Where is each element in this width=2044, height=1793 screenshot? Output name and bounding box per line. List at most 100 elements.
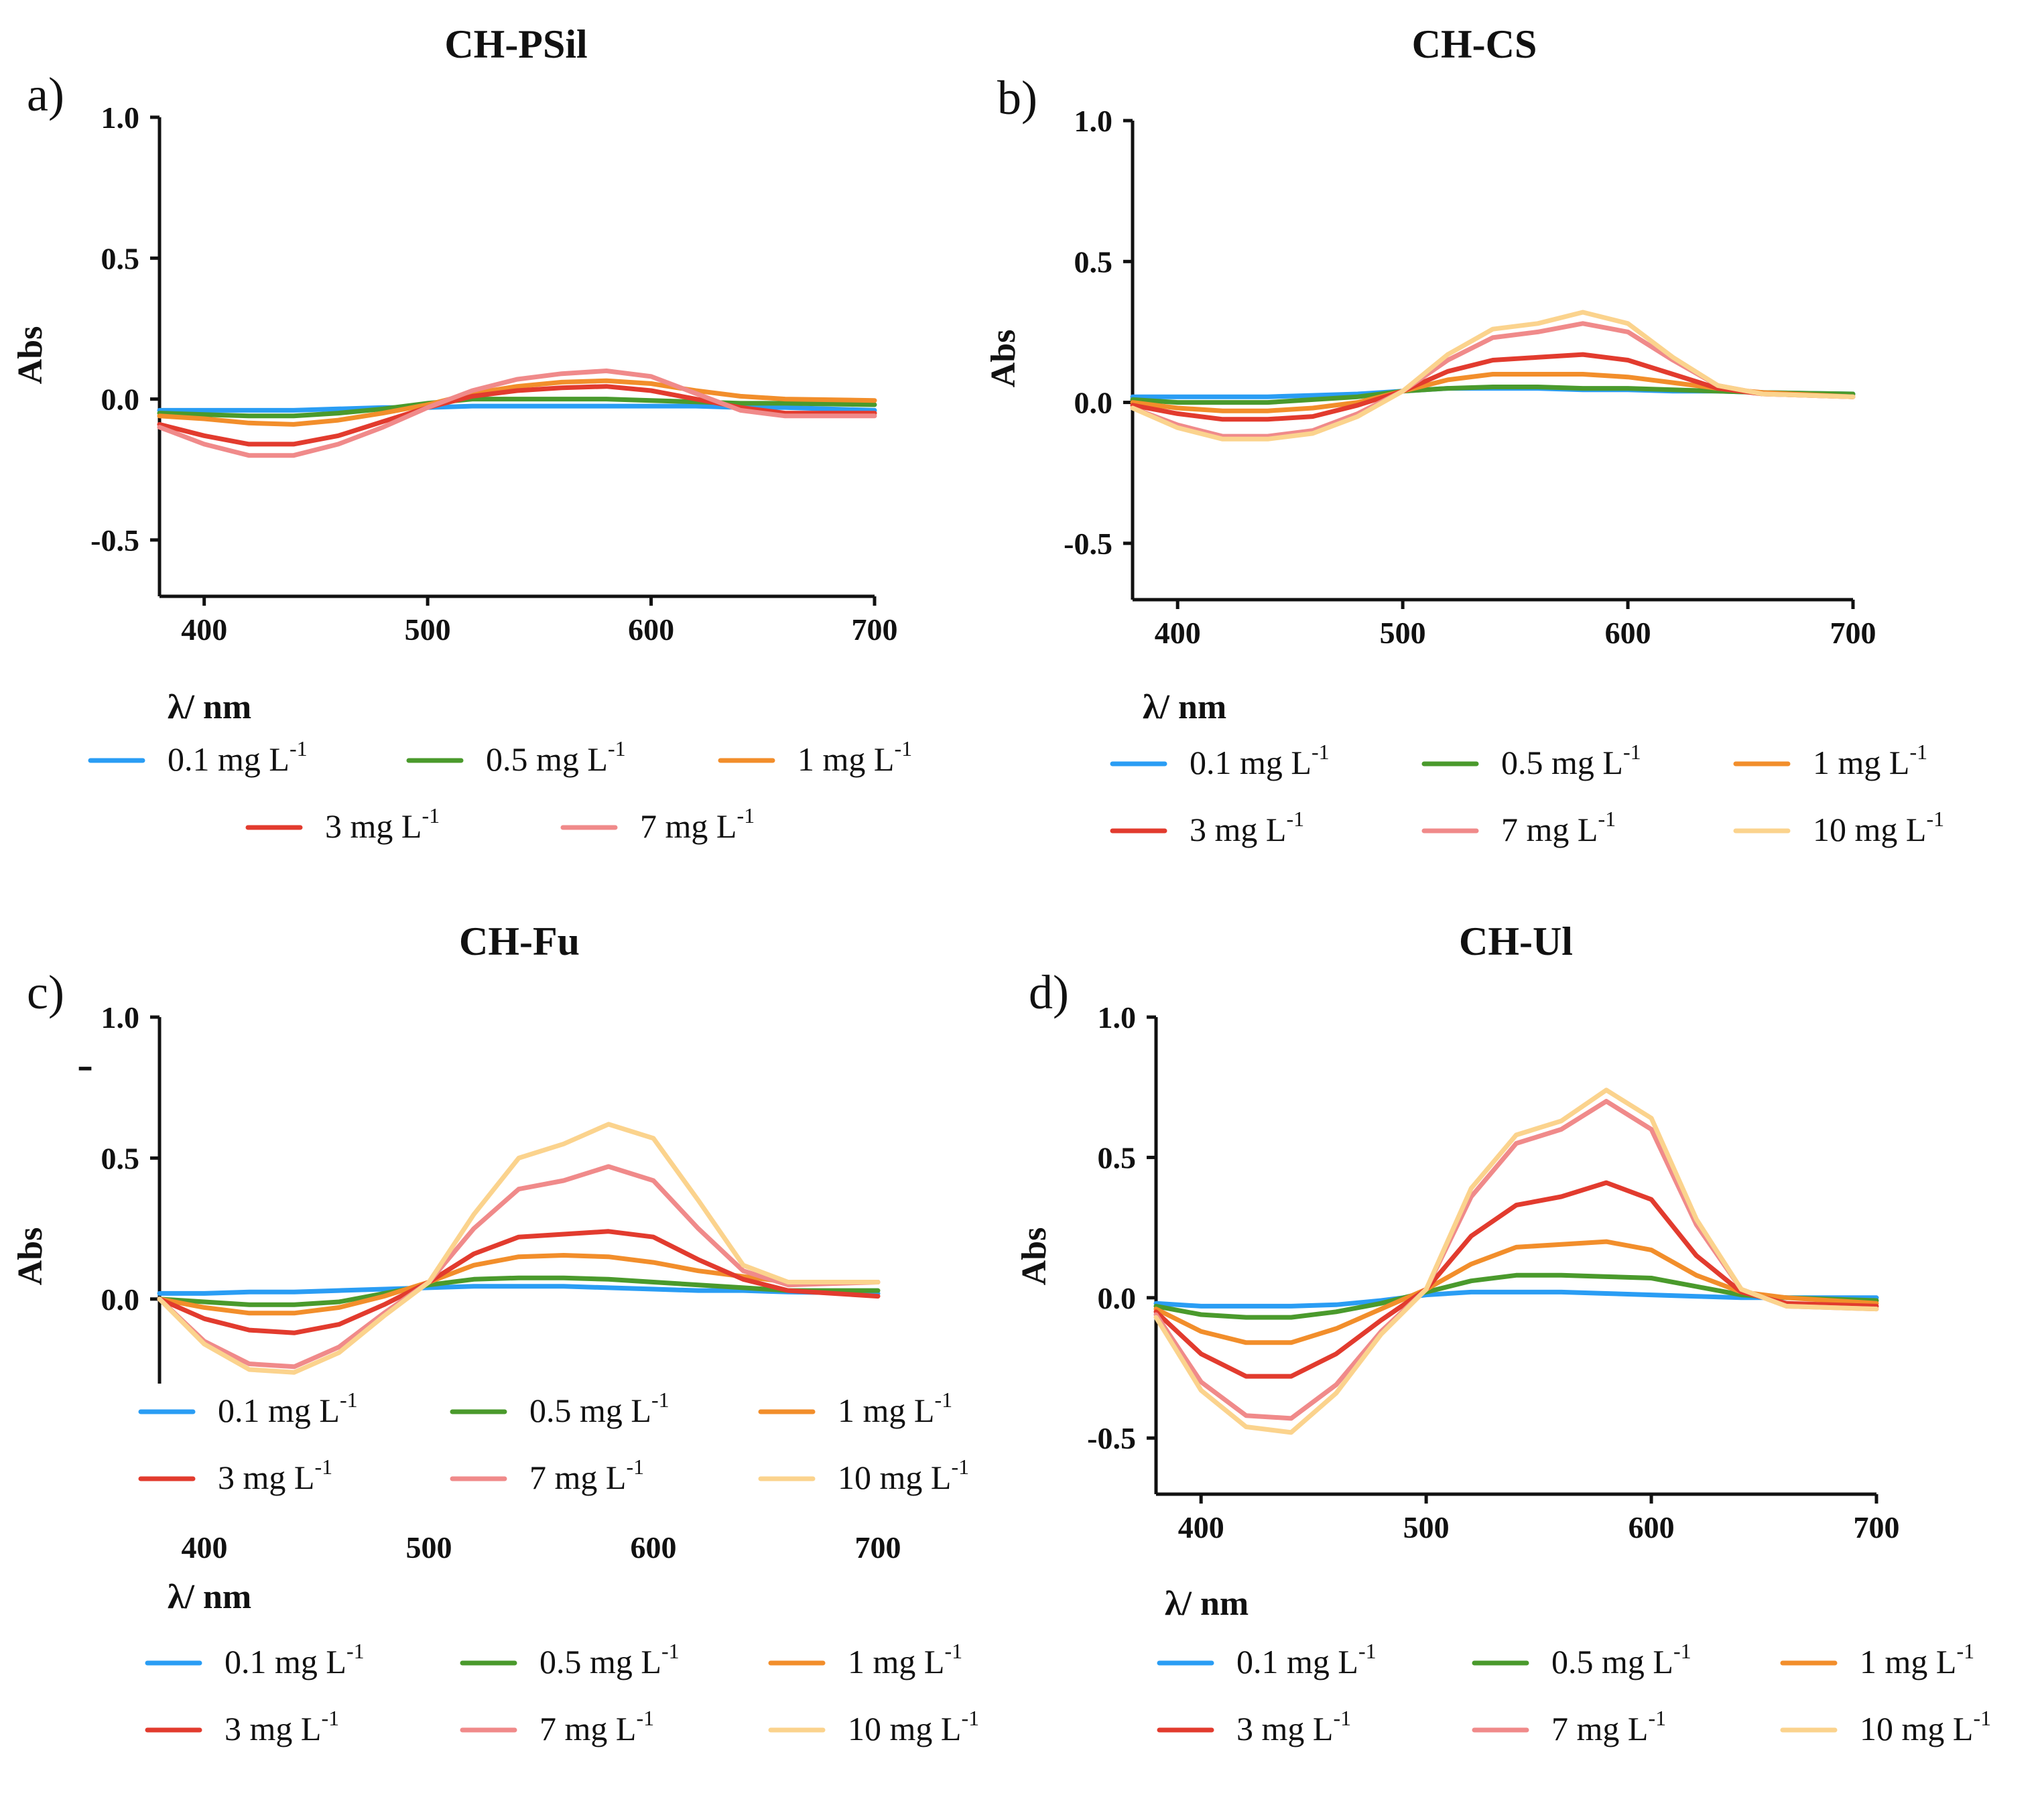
legend-item: 7 mg L-1 xyxy=(460,1706,654,1747)
legend-label-text: 0.1 mg L xyxy=(1190,744,1312,781)
y-tick-label: 0.0 xyxy=(1074,386,1113,420)
legend-label-text: 1 mg L xyxy=(797,740,894,778)
series-line-10-mg-l-1 xyxy=(1153,1087,1879,1435)
legend-label: 0.1 mg L-1 xyxy=(218,1388,358,1429)
legend-label-superscript: -1 xyxy=(314,1455,332,1479)
legend-label: 10 mg L-1 xyxy=(1813,807,1944,848)
legend-item: 1 mg L-1 xyxy=(1733,740,1927,781)
legend-label-superscript: -1 xyxy=(1926,807,1944,831)
series-line-10-mg-l-1 xyxy=(157,1122,881,1375)
legend-label-superscript: -1 xyxy=(894,736,912,760)
legend-label: 10 mg L-1 xyxy=(848,1706,979,1747)
y-tick-label: -0.5 xyxy=(90,523,139,557)
legend-item: 10 mg L-1 xyxy=(768,1706,979,1747)
legend-item: 0.5 mg L-1 xyxy=(450,1388,669,1429)
legend-label-superscript: -1 xyxy=(1333,1706,1351,1730)
legend-item: 0.1 mg L-1 xyxy=(88,736,308,778)
legend-label: 0.1 mg L-1 xyxy=(225,1639,365,1680)
legend-label-superscript: -1 xyxy=(626,1455,644,1479)
y-tick-label: 0.5 xyxy=(1074,245,1113,279)
legend-label-text: 7 mg L xyxy=(1551,1710,1648,1747)
legend-item: 0.1 mg L-1 xyxy=(1110,740,1330,781)
y-tick-label: 0.0 xyxy=(101,1282,140,1317)
series-line-1-mg-l-1 xyxy=(1153,1239,1879,1345)
series-line-0.1-mg-l-1 xyxy=(1153,1289,1879,1309)
series-line-10-mg-l-1 xyxy=(1130,310,1856,442)
y-tick-label: -0.5 xyxy=(1064,527,1112,561)
legend-label: 0.5 mg L-1 xyxy=(1501,740,1641,781)
x-axis-label: λ/ nm xyxy=(1143,688,1226,726)
legend-label: 1 mg L-1 xyxy=(797,736,912,778)
legend-label: 7 mg L-1 xyxy=(1551,1706,1666,1747)
y-axis-label: Abs xyxy=(11,1227,50,1286)
x-tick-label: 400 xyxy=(1155,616,1201,650)
legend-label: 3 mg L-1 xyxy=(225,1706,339,1747)
legend-label-text: 0.5 mg L xyxy=(1501,744,1623,781)
y-tick-label: 1.0 xyxy=(101,1000,140,1035)
x-tick-label: 700 xyxy=(1830,616,1876,650)
legend-item: 3 mg L-1 xyxy=(245,803,440,845)
y-tick-label: -0.5 xyxy=(1087,1421,1136,1455)
y-tick-label: 1.0 xyxy=(101,101,140,135)
legend-label-text: 10 mg L xyxy=(1860,1710,1973,1747)
x-tick-label: 400 xyxy=(1178,1510,1224,1544)
legend-item: 10 mg L-1 xyxy=(1733,807,1944,848)
legend-label: 0.1 mg L-1 xyxy=(1190,740,1330,781)
legend-item: 3 mg L-1 xyxy=(138,1455,332,1496)
series-line-7-mg-l-1 xyxy=(157,1164,881,1370)
x-axis-label: λ/ nm xyxy=(1165,1585,1249,1623)
legend-label-text: 7 mg L xyxy=(1501,811,1598,848)
legend-item: 0.5 mg L-1 xyxy=(1472,1639,1691,1680)
series-line-0.1-mg-l-1 xyxy=(157,403,877,413)
y-axis-label: Abs xyxy=(11,326,50,385)
stray-dash: - xyxy=(77,1037,93,1091)
legend-label-superscript: -1 xyxy=(934,1388,952,1412)
y-tick-label: 1.0 xyxy=(1098,1000,1137,1035)
series-line-1-mg-l-1 xyxy=(157,378,877,427)
legend-item: 10 mg L-1 xyxy=(1780,1706,1991,1747)
legend-label-text: 1 mg L xyxy=(1813,744,1909,781)
legend-label-superscript: -1 xyxy=(636,1706,654,1730)
legend-label-text: 7 mg L xyxy=(529,1459,626,1496)
chart-title: CH-Fu xyxy=(459,919,580,964)
legend-label: 7 mg L-1 xyxy=(529,1455,644,1496)
legend-label-superscript: -1 xyxy=(1358,1639,1377,1663)
legend-label-superscript: -1 xyxy=(961,1706,979,1730)
legend-label-superscript: -1 xyxy=(1909,740,1927,764)
series-line-3-mg-l-1 xyxy=(1130,352,1856,422)
legend-label-text: 7 mg L xyxy=(640,807,737,845)
legend-label: 0.5 mg L-1 xyxy=(529,1388,669,1429)
x-tick-label: 700 xyxy=(852,612,898,647)
legend-label-superscript: -1 xyxy=(951,1455,969,1479)
legend-label: 10 mg L-1 xyxy=(838,1455,969,1496)
legend-label-text: 0.5 mg L xyxy=(1551,1643,1673,1680)
legend-label: 1 mg L-1 xyxy=(1813,740,1927,781)
y-axis-label: Abs xyxy=(984,330,1023,388)
series-line-1-mg-l-1 xyxy=(157,1253,881,1316)
legend-item: 7 mg L-1 xyxy=(1472,1706,1666,1747)
legend-label-superscript: -1 xyxy=(290,736,308,760)
legend-label-superscript: -1 xyxy=(1956,1639,1974,1663)
series-line-3-mg-l-1 xyxy=(1153,1180,1879,1379)
series-line-0.5-mg-l-1 xyxy=(157,1275,881,1307)
y-tick-label: 0.0 xyxy=(101,383,140,417)
panel-label: d) xyxy=(1029,966,1069,1019)
legend-label-text: 3 mg L xyxy=(225,1710,321,1747)
legend-item: 10 mg L-1 xyxy=(758,1455,969,1496)
legend-label-text: 0.1 mg L xyxy=(1236,1643,1358,1680)
chart-panel-a: CH-PSil a) Abs λ/ nm 1.0 0.5 0.0 -0.5 400 500 600 7… xyxy=(11,22,912,845)
legend-label: 0.5 mg L-1 xyxy=(539,1639,680,1680)
chart-panel-c: CH-Fu c) Abs λ/ nm 1.0 0.5 0.0 400 500 600 700 0.1 … xyxy=(11,919,979,1747)
panel-label: c) xyxy=(27,966,64,1019)
legend-label: 3 mg L-1 xyxy=(1190,807,1304,848)
legend-label-superscript: -1 xyxy=(651,1388,669,1412)
chart-title: CH-Ul xyxy=(1459,919,1573,964)
series-line-0.1-mg-l-1 xyxy=(157,1284,881,1296)
x-tick-label: 500 xyxy=(405,612,451,647)
legend-label: 3 mg L-1 xyxy=(325,803,440,845)
y-tick-label: 1.0 xyxy=(1074,104,1113,138)
legend-label-text: 0.1 mg L xyxy=(218,1392,340,1429)
legend-label: 0.1 mg L-1 xyxy=(168,736,308,778)
panel-label: a) xyxy=(27,68,64,121)
